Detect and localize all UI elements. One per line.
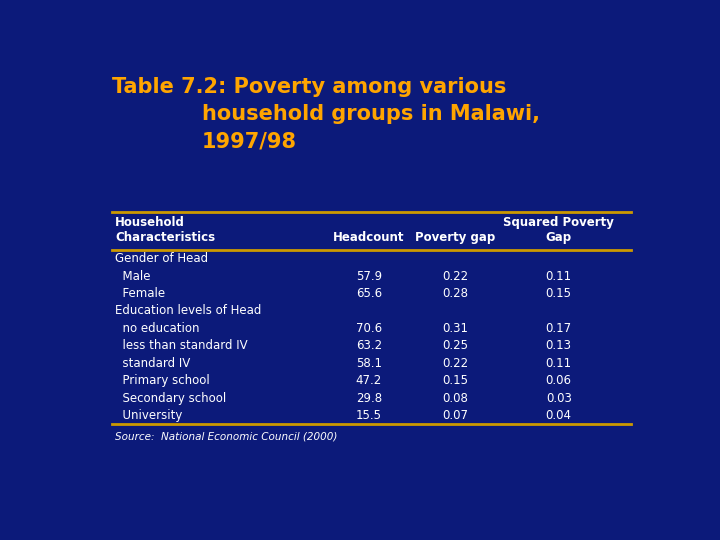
Text: 29.8: 29.8	[356, 392, 382, 405]
Text: Secondary school: Secondary school	[115, 392, 226, 405]
Text: Gap: Gap	[546, 231, 572, 245]
Text: Education levels of Head: Education levels of Head	[115, 305, 261, 318]
Text: standard IV: standard IV	[115, 357, 190, 370]
Text: 0.22: 0.22	[442, 269, 469, 282]
Text: 47.2: 47.2	[356, 374, 382, 387]
Text: 70.6: 70.6	[356, 322, 382, 335]
Text: 0.13: 0.13	[546, 339, 572, 353]
Text: 0.06: 0.06	[546, 374, 572, 387]
Text: 1997/98: 1997/98	[202, 131, 297, 151]
Text: Headcount: Headcount	[333, 231, 405, 245]
Text: Table 7.2: Poverty among various: Table 7.2: Poverty among various	[112, 77, 507, 97]
Text: 0.03: 0.03	[546, 392, 572, 405]
Text: 57.9: 57.9	[356, 269, 382, 282]
Text: 0.11: 0.11	[546, 269, 572, 282]
Text: 0.28: 0.28	[443, 287, 469, 300]
Text: Female: Female	[115, 287, 165, 300]
Text: 0.15: 0.15	[443, 374, 469, 387]
Text: Male: Male	[115, 269, 150, 282]
Text: 0.31: 0.31	[443, 322, 469, 335]
Text: Primary school: Primary school	[115, 374, 210, 387]
Text: 0.15: 0.15	[546, 287, 572, 300]
Text: less than standard IV: less than standard IV	[115, 339, 248, 353]
Text: household groups in Malawi,: household groups in Malawi,	[202, 104, 539, 124]
Text: 65.6: 65.6	[356, 287, 382, 300]
Text: 58.1: 58.1	[356, 357, 382, 370]
Text: 0.04: 0.04	[546, 409, 572, 422]
Text: Squared Poverty: Squared Poverty	[503, 217, 614, 230]
Text: University: University	[115, 409, 182, 422]
Text: 0.25: 0.25	[443, 339, 469, 353]
Text: Source:  National Economic Council (2000): Source: National Economic Council (2000)	[115, 432, 338, 442]
Text: Characteristics: Characteristics	[115, 231, 215, 245]
Text: Household: Household	[115, 217, 185, 230]
Text: 0.11: 0.11	[546, 357, 572, 370]
Text: 63.2: 63.2	[356, 339, 382, 353]
Text: Gender of Head: Gender of Head	[115, 252, 208, 265]
Text: 0.17: 0.17	[546, 322, 572, 335]
Text: Poverty gap: Poverty gap	[415, 231, 495, 245]
Text: 0.08: 0.08	[443, 392, 469, 405]
Text: 0.22: 0.22	[442, 357, 469, 370]
Text: no education: no education	[115, 322, 199, 335]
Text: 0.07: 0.07	[443, 409, 469, 422]
Text: 15.5: 15.5	[356, 409, 382, 422]
